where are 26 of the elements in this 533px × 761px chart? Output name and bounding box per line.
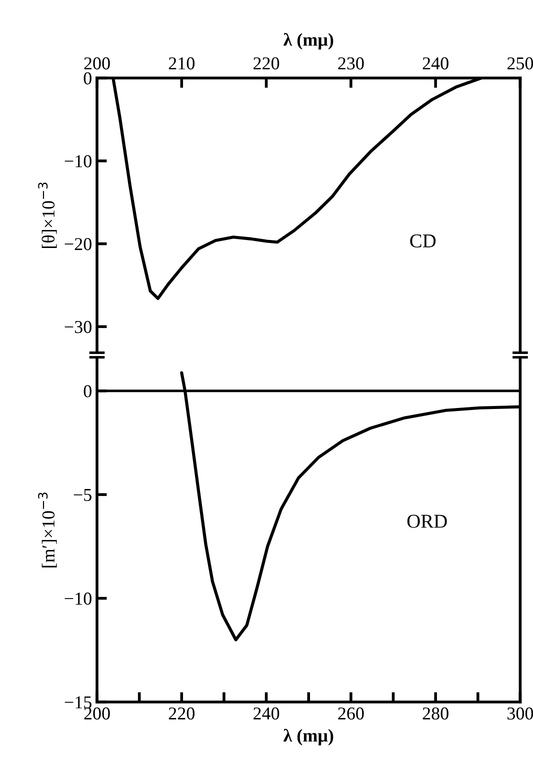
x-axis-title: λ (mμ) bbox=[283, 728, 334, 746]
y-tick-label: −10 bbox=[64, 155, 92, 168]
x-tick-label: 300 bbox=[508, 707, 533, 720]
annotation: CD bbox=[410, 234, 436, 248]
y-tick-label: −20 bbox=[64, 238, 92, 250]
y-tick-label: −5 bbox=[74, 489, 92, 502]
y-tick-label: −15 bbox=[64, 696, 92, 708]
x-tick-label: 200 bbox=[84, 57, 110, 70]
x-tick-label: 220 bbox=[168, 707, 194, 720]
x-tick-label: 220 bbox=[254, 57, 280, 70]
y-axis-title: [θ]×10$^{−3}$ bbox=[38, 182, 57, 248]
x-tick-label: 240 bbox=[422, 57, 448, 70]
x-tick-label: 250 bbox=[507, 57, 533, 70]
x-tick-label: 210 bbox=[168, 57, 194, 70]
x-tick-label: 230 bbox=[338, 57, 364, 70]
y-tick-label: −30 bbox=[64, 320, 92, 334]
annotation: ORD bbox=[407, 514, 447, 528]
x-tick-label: 260 bbox=[338, 707, 364, 720]
y-axis-title: [m′]×10$^{−3}$ bbox=[38, 492, 57, 568]
x-axis-title: λ (mμ) bbox=[283, 32, 334, 50]
x-tick-label: 280 bbox=[422, 707, 448, 720]
y-tick-label: −10 bbox=[64, 592, 92, 605]
x-tick-label: 200 bbox=[84, 707, 110, 720]
y-tick-label: 0 bbox=[84, 385, 92, 398]
y-tick-label: 0 bbox=[84, 72, 92, 84]
x-tick-label: 240 bbox=[254, 707, 280, 720]
